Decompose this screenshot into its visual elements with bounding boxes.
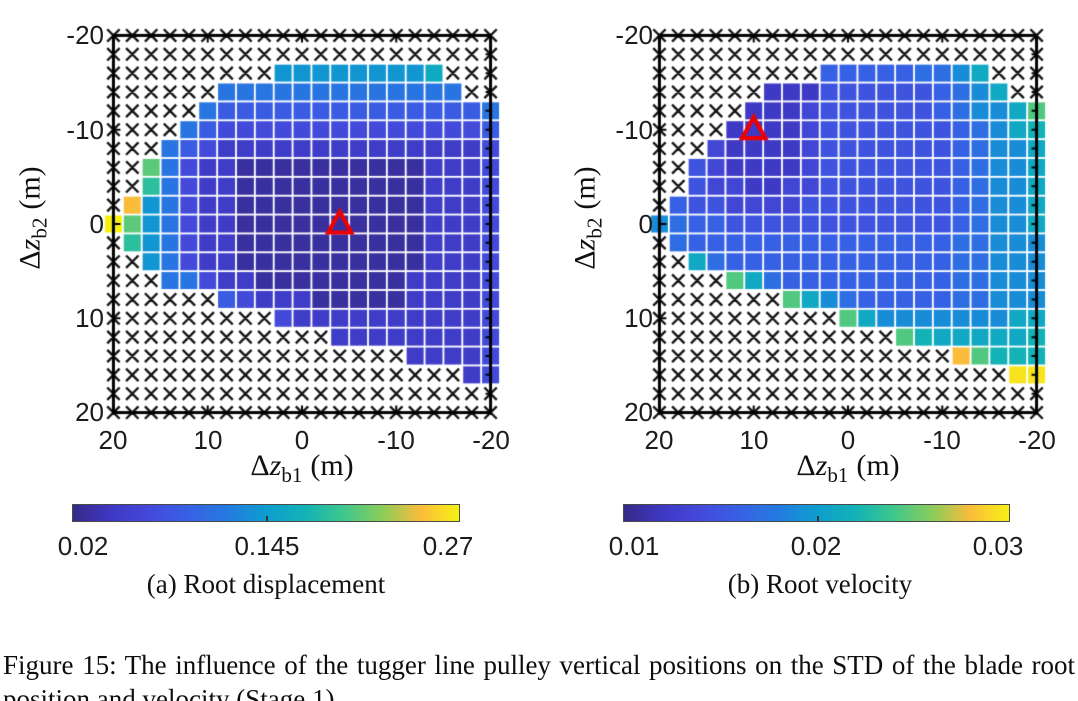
y-tick-a-1: -10	[66, 115, 104, 145]
x-tick-b-1: 10	[739, 425, 769, 455]
delta-symbol: Δ	[13, 250, 47, 270]
x-tick-b-0: 20	[644, 425, 674, 455]
z-variable: z	[269, 449, 282, 482]
y-tick-b-0: -20	[615, 20, 653, 50]
y-tick-b-1: -10	[615, 115, 653, 145]
z-variable: z	[568, 238, 602, 251]
colorbar-b-label-min: 0.01	[608, 531, 660, 561]
x-tick-a-3: -10	[377, 425, 415, 455]
x-axis-label-a: Δzb1 (m)	[250, 449, 353, 488]
x-tick-a-0: 20	[98, 425, 128, 455]
figure-caption: Figure 15: The influence of the tugger l…	[3, 650, 1075, 701]
colorbar-b-midtick	[816, 516, 819, 521]
y-tick-b-2: 0	[638, 209, 653, 239]
colorbar-a-label-max: 0.27	[422, 531, 474, 561]
x-tick-b-2: 0	[840, 425, 856, 455]
x-tick-a-1: 10	[193, 425, 223, 455]
x-tick-b-3: -10	[923, 425, 961, 455]
subscript-b1: b1	[281, 463, 303, 487]
heatmap-root-displacement	[104, 26, 500, 422]
unit-m: (m)	[310, 449, 354, 482]
y-tick-a-3: 10	[75, 303, 104, 333]
unit-m: (m)	[568, 166, 602, 210]
subcaption-b: (b) Root velocity	[727, 569, 913, 599]
delta-symbol: Δ	[568, 250, 602, 270]
colorbar-a-label-min: 0.02	[57, 531, 109, 561]
y-tick-a-0: -20	[66, 20, 104, 50]
colorbar-a-label-mid: 0.145	[234, 531, 300, 561]
x-tick-a-4: -20	[472, 425, 510, 455]
y-tick-b-3: 10	[624, 303, 653, 333]
subscript-b1: b1	[827, 463, 849, 487]
unit-m: (m)	[856, 449, 900, 482]
x-tick-a-2: 0	[294, 425, 310, 455]
z-variable: z	[815, 449, 828, 482]
delta-symbol: Δ	[250, 449, 270, 482]
colorbar-b-label-mid: 0.02	[790, 531, 842, 561]
x-axis-label-b: Δzb1 (m)	[796, 449, 899, 488]
x-tick-b-4: -20	[1018, 425, 1056, 455]
colorbar-a-midtick	[266, 516, 268, 521]
unit-m: (m)	[13, 166, 47, 210]
colorbar-b	[623, 504, 1010, 522]
colorbar-b-label-max: 0.03	[972, 531, 1024, 561]
y-tick-a-4: 20	[75, 397, 104, 427]
subcaption-a: (a) Root displacement	[146, 569, 386, 599]
y-tick-b-4: 20	[624, 397, 653, 427]
heatmap-root-velocity	[650, 26, 1046, 422]
z-variable: z	[13, 238, 47, 251]
delta-symbol: Δ	[796, 449, 816, 482]
y-tick-a-2: 0	[89, 209, 104, 239]
colorbar-a	[72, 504, 460, 522]
